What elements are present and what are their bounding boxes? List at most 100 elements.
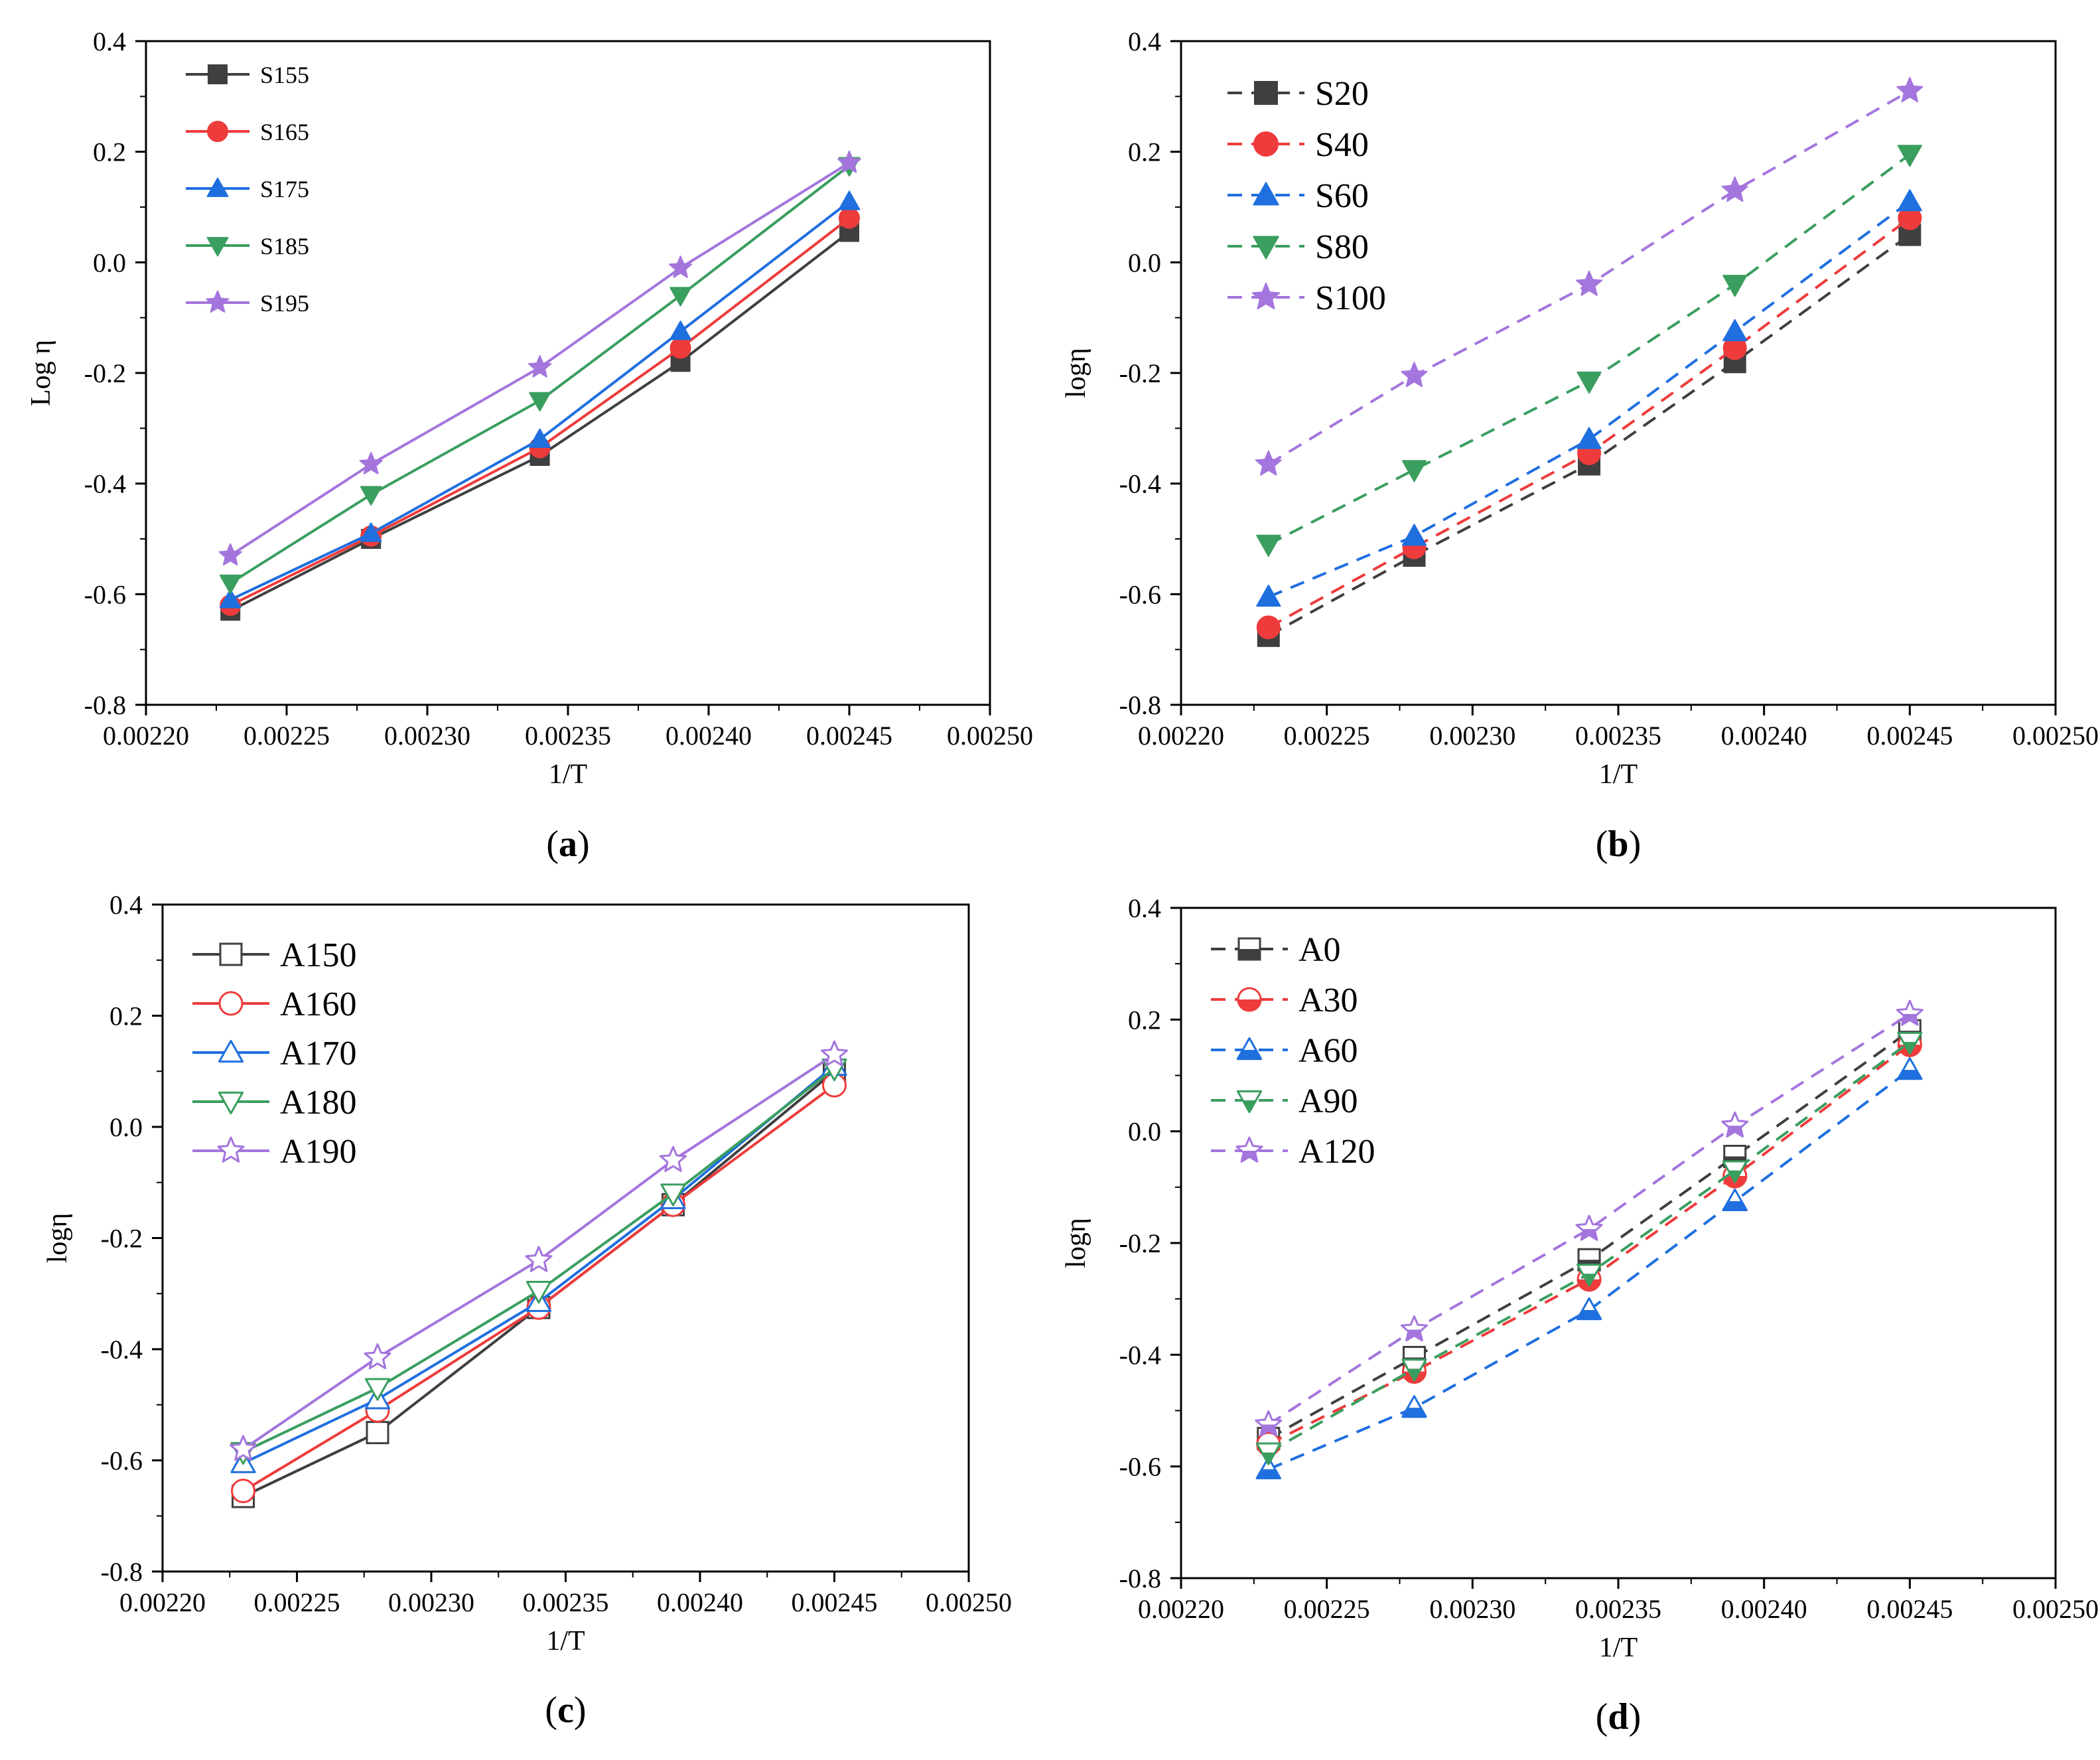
legend-marker-S175 [206,177,229,197]
legend-label-A180: A180 [280,1084,357,1122]
y-tick-label: -0.4 [84,469,126,499]
series-A90 [1255,1031,1923,1465]
legend-marker-A170 [218,1039,244,1063]
data-point-S185 [669,287,691,307]
legend-label-S155: S155 [260,62,309,88]
y-tick-label: -0.4 [1119,469,1161,499]
x-tick-label: 0.00240 [657,1587,743,1617]
x-tick-label: 0.00245 [1866,1594,1953,1624]
legend-marker-S20 [1254,81,1278,105]
y-tick-label: 0.4 [1128,27,1161,56]
caption-open: ( [1596,824,1608,865]
data-point-A180 [660,1183,686,1207]
plot-frame [1180,40,2057,706]
x-tick-label: 0.00225 [244,721,330,751]
legend-marker-A60-half-fill [1236,1050,1263,1061]
data-point-S185 [360,486,382,506]
y-tick-label: 0.2 [93,137,126,167]
y-tick-label: -0.6 [1119,579,1161,609]
data-point-A60-half-fill [1401,1408,1427,1418]
legend: S155 S165 S175 S185 S195 [186,62,309,317]
legend-marker-A160 [218,991,244,1016]
legend-marker-A30-half-fill [1237,999,1262,1012]
data-point-A120-half-fill [1900,1013,1920,1026]
legend: S20 S40 S60 S80 S100 [1227,75,1386,317]
y-tick-label: -0.8 [1119,690,1161,720]
legend-label-A90: A90 [1298,1082,1358,1120]
y-axis-title: logη [42,1213,73,1264]
chart-panel-c: 0.00220 0.00225 0.00230 0.00235 0.00240 0.002… [42,890,1012,1731]
data-point-A90-half-fill [1406,1368,1423,1382]
x-tick-label: 0.00245 [1866,721,1953,751]
legend-marker-S100 [1251,282,1281,310]
data-point-S175 [669,321,691,340]
x-tick-label: 0.00245 [806,721,892,751]
data-point-A120-half-fill [1725,1126,1744,1137]
x-tick-label: 0.00240 [1721,721,1807,751]
legend-label-S60: S60 [1315,177,1369,215]
series-line-A30 [1267,1043,1911,1445]
legend: A150 A160 A170 A180 A190 [192,936,357,1171]
data-point-S175 [219,589,242,609]
x-tick-label: 0.00225 [1284,1594,1370,1624]
legend-label-A190: A190 [280,1133,357,1171]
y-tick-label: -0.4 [1119,1340,1161,1370]
data-point-A150 [366,1421,389,1445]
y-tick-label: -0.2 [1119,1228,1161,1258]
legend-label-A120: A120 [1298,1133,1375,1171]
x-tick-label: 0.00240 [1721,1594,1807,1624]
series-line-A120 [1267,1013,1911,1426]
legend-label-S80: S80 [1315,228,1369,266]
y-tick-label: 0.2 [109,1001,143,1031]
series-S175 [219,190,861,609]
data-point-A60-half-fill [1576,1310,1602,1321]
legend-label-S100: S100 [1315,279,1386,317]
x-tick-label: 0.00245 [792,1587,878,1617]
y-tick-label: -0.2 [84,358,126,388]
caption-open: ( [1596,1696,1608,1737]
series-S100 [1255,77,1924,476]
legend: A0 A30 A60 A90 A120 [1211,931,1375,1171]
data-point-S185 [219,574,242,595]
legend-marker-S40 [1253,131,1279,157]
caption-open: ( [546,824,559,865]
data-point-S165 [669,337,691,359]
caption-close: ) [574,1690,587,1731]
legend-marker-A120-half-fill [1239,1151,1259,1163]
x-tick-label: 0.00230 [384,721,470,751]
data-point-S80 [1722,275,1748,297]
data-point-S80 [1256,534,1281,557]
x-tick-label: 0.00220 [1138,721,1224,751]
y-tick-label: -0.8 [101,1557,143,1587]
legend-marker-S185 [206,237,229,257]
y-tick-label: -0.2 [101,1224,143,1254]
y-tick-label: 0.4 [109,890,143,920]
data-point-S80 [1576,371,1602,394]
legend-label-S185: S185 [260,233,309,259]
x-tick-label: 0.00220 [119,1587,206,1617]
y-tick-label: 0.4 [1128,893,1161,923]
data-point-A180 [525,1280,552,1304]
series-line-S185 [230,164,851,585]
caption-open: ( [545,1690,557,1731]
caption-letter: b [1608,824,1628,865]
y-tick-label: 0.0 [1128,1117,1161,1147]
data-point-A120-half-fill [1259,1424,1278,1437]
data-point-A190 [659,1145,687,1172]
series-line-S165 [230,217,851,607]
caption-close: ) [1629,824,1642,865]
x-axis-title: 1/T [1599,759,1638,790]
y-tick-label: 0.4 [93,27,126,56]
series-S60 [1256,189,1922,607]
data-point-S100 [1576,270,1603,296]
legend-marker-A180 [218,1091,244,1115]
data-point-S60 [1401,524,1427,546]
panel-caption: (a) [546,824,589,865]
data-point-S185 [529,392,551,412]
y-tick-label: -0.6 [101,1446,143,1476]
x-tick-label: 0.00240 [665,721,752,751]
data-point-A180 [364,1378,391,1401]
legend-label-A150: A150 [280,936,357,974]
x-tick-label: 0.00230 [1429,721,1515,751]
